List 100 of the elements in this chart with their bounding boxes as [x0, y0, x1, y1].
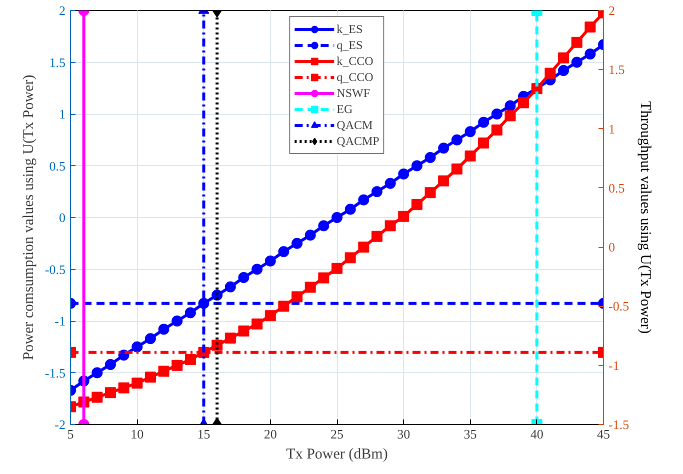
point — [451, 134, 462, 146]
point — [132, 341, 143, 352]
point — [132, 378, 143, 389]
point — [411, 198, 422, 210]
point — [584, 48, 596, 60]
legend-label: k_CCO — [336, 53, 374, 69]
point — [104, 358, 116, 370]
x-tick-label: 25 — [330, 426, 344, 442]
y-tick-label: 1.5 — [49, 54, 66, 70]
y-tick-label: -2 — [54, 417, 66, 432]
y2-tick-label: 2 — [608, 3, 615, 18]
point — [464, 150, 476, 162]
x-tick-label: 45 — [597, 426, 610, 442]
point — [172, 316, 183, 326]
y2-tick-label: -1.5 — [608, 417, 630, 432]
point — [344, 252, 356, 264]
point — [118, 382, 130, 394]
point — [478, 116, 490, 128]
point — [104, 387, 116, 398]
point — [264, 255, 276, 266]
point — [411, 160, 422, 172]
point — [451, 164, 462, 175]
point — [491, 124, 502, 136]
x-tick-label: 15 — [197, 426, 210, 442]
y-tick-label: 0.5 — [49, 158, 66, 174]
point — [92, 367, 103, 378]
point — [371, 186, 382, 198]
legend-label: QACMP — [336, 133, 380, 149]
point — [144, 372, 156, 383]
point — [318, 220, 330, 232]
y2-tick-label: 1.5 — [608, 62, 625, 78]
point — [224, 332, 236, 344]
point — [184, 307, 196, 318]
point — [518, 97, 530, 108]
point — [304, 230, 316, 241]
y-tick-label: 1 — [59, 106, 66, 122]
point — [318, 272, 330, 284]
point — [558, 52, 570, 64]
point — [504, 110, 516, 122]
point — [304, 282, 316, 293]
y-tick-label: 2 — [59, 3, 66, 18]
point — [292, 238, 303, 249]
y2-axis-title: Throughput values using U(Tx Power) — [637, 101, 654, 334]
point — [358, 242, 370, 253]
point — [278, 246, 290, 258]
point — [398, 210, 410, 222]
x-tick-label: 40 — [530, 426, 544, 442]
y2-tick-label: 0.5 — [608, 180, 625, 196]
y2-tick-label: 0 — [608, 240, 615, 255]
point — [571, 36, 582, 48]
point — [92, 392, 103, 403]
legend-label: NSWF — [336, 85, 370, 101]
point — [238, 326, 250, 337]
point — [571, 56, 582, 68]
y-tick-label: -1.5 — [44, 365, 66, 380]
y2-tick-label: 1 — [608, 121, 615, 136]
point — [384, 178, 396, 189]
y-tick-label: 0 — [59, 210, 66, 225]
point — [252, 264, 263, 275]
point — [252, 318, 263, 330]
point — [358, 194, 370, 206]
y2-tick-label: -1 — [608, 358, 620, 373]
point — [158, 324, 170, 335]
point — [158, 366, 170, 377]
point — [438, 142, 450, 154]
point — [344, 204, 356, 215]
point — [544, 68, 556, 79]
x-tick-label: 30 — [397, 426, 410, 442]
x-tick-label: 10 — [130, 426, 144, 442]
point — [384, 220, 396, 232]
point — [504, 100, 516, 112]
point — [584, 22, 596, 33]
point — [278, 300, 290, 312]
point — [292, 291, 303, 302]
y-tick-label: -1 — [54, 314, 66, 328]
point — [144, 333, 156, 344]
legend-label: QACM — [336, 117, 373, 133]
legend-label: q_CCO — [336, 69, 374, 85]
legend-label: k_ES — [336, 21, 363, 37]
point — [398, 168, 410, 180]
point — [424, 187, 436, 198]
point — [371, 230, 382, 242]
legend-label: q_ES — [336, 37, 363, 53]
legend-label: EG — [336, 101, 354, 117]
point — [184, 354, 196, 365]
point — [558, 65, 570, 76]
x-axis-title: Tx Power (dBm) — [286, 446, 388, 462]
point — [478, 137, 490, 148]
point — [238, 272, 250, 284]
point — [438, 175, 450, 186]
x-tick-label: 20 — [264, 426, 277, 442]
x-tick-label: 5 — [67, 426, 74, 442]
point — [264, 310, 276, 322]
point — [464, 126, 476, 138]
point — [424, 152, 436, 163]
x-tick-label: 35 — [464, 426, 477, 442]
point — [491, 108, 502, 120]
y-axis-title: Power comsumption values using U(Tx Power) — [20, 74, 37, 360]
point — [172, 360, 183, 371]
point — [224, 281, 236, 292]
